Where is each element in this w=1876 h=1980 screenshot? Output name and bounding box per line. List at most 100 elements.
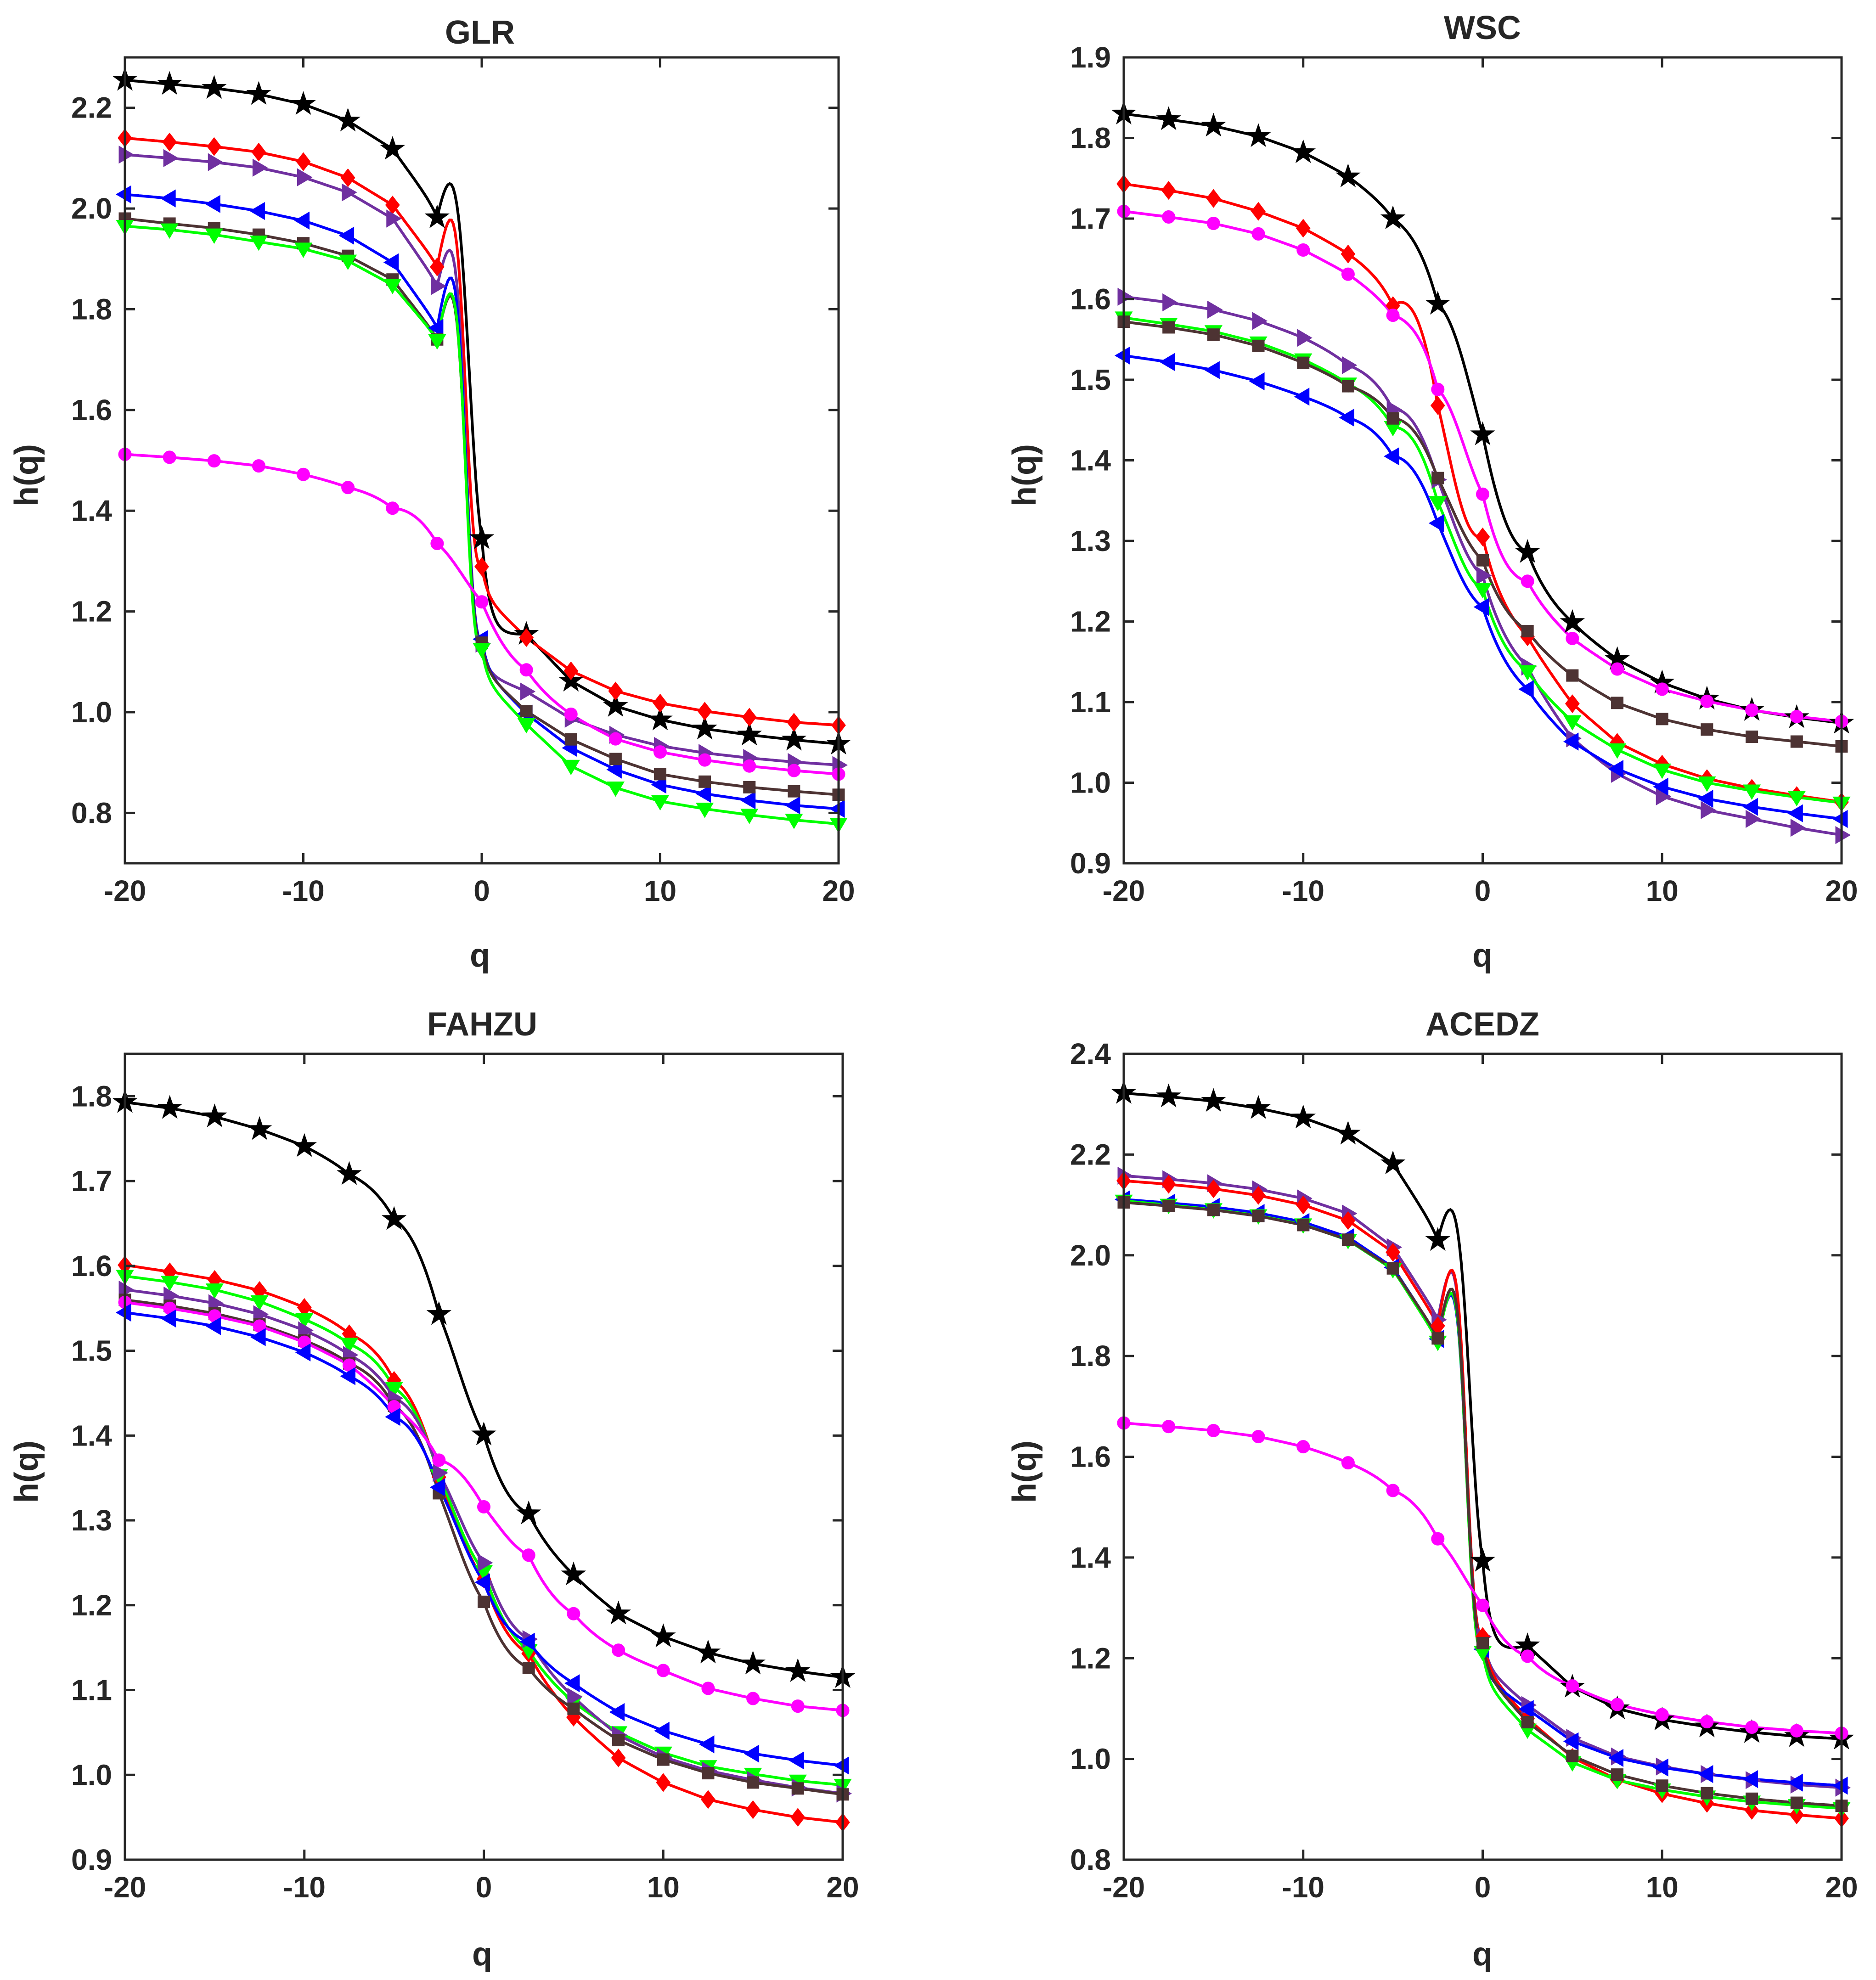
data-point	[519, 1632, 535, 1651]
data-point	[1162, 210, 1176, 224]
data-point	[1206, 189, 1221, 208]
series-markers	[118, 1255, 850, 1832]
data-point	[1207, 328, 1220, 341]
data-point	[1162, 293, 1178, 312]
data-point	[648, 706, 673, 731]
data-point	[563, 661, 579, 681]
data-point	[791, 1699, 805, 1713]
data-point	[786, 713, 801, 732]
data-point	[428, 319, 444, 337]
series-line	[1124, 210, 1842, 723]
data-point	[1697, 789, 1713, 808]
data-point	[295, 1313, 314, 1329]
data-point	[1608, 1749, 1624, 1767]
data-point	[1341, 380, 1354, 393]
y-tick-label: 2.0	[71, 192, 112, 225]
data-point	[1386, 1262, 1399, 1275]
data-point	[477, 1500, 490, 1513]
data-point	[246, 81, 271, 105]
data-point	[791, 1782, 804, 1795]
data-point	[474, 557, 489, 576]
data-point	[1521, 1716, 1534, 1729]
series-markers	[118, 212, 845, 801]
x-tick-label: 10	[644, 874, 676, 907]
data-point	[1207, 1204, 1220, 1216]
data-point	[522, 1661, 535, 1674]
data-point	[383, 279, 402, 294]
data-point	[292, 1133, 317, 1157]
data-point	[1431, 1532, 1445, 1546]
series-markers	[118, 1280, 852, 1803]
x-tick-label: -20	[104, 1871, 146, 1904]
data-point	[1790, 819, 1806, 837]
x-tick-label: -10	[283, 1871, 326, 1904]
data-point	[520, 682, 536, 701]
series-markers	[1116, 1171, 1849, 1828]
series-group	[125, 1101, 843, 1824]
y-tick-label: 2.0	[1070, 1239, 1111, 1272]
data-point	[651, 776, 666, 794]
series-line	[125, 1275, 843, 1787]
data-point	[1251, 227, 1265, 241]
data-point	[609, 753, 622, 765]
data-point	[1790, 1724, 1803, 1738]
x-axis-label: q	[1472, 1936, 1493, 1973]
plot-area: -20 -10 0 10 20 0.9 1.0 1.1 1.2 1.3 1.4 1.5 1.6 1.7 1.…	[1070, 41, 1858, 907]
data-point	[1611, 1768, 1624, 1781]
data-point	[699, 1735, 715, 1754]
axes-box	[124, 56, 840, 865]
data-point	[1429, 496, 1447, 512]
data-point	[654, 1721, 670, 1740]
y-axis-label: h(q)	[8, 444, 45, 506]
data-point	[1746, 1792, 1758, 1805]
data-point	[1701, 723, 1713, 736]
data-point	[1476, 566, 1492, 585]
y-tick-label: 1.7	[1070, 202, 1111, 235]
data-point	[296, 152, 311, 171]
data-point	[1787, 1773, 1803, 1792]
data-point	[1161, 181, 1176, 200]
data-point	[251, 142, 266, 162]
series-line	[1124, 112, 1842, 725]
data-point	[564, 733, 577, 746]
data-point	[1743, 784, 1761, 800]
data-point	[1745, 703, 1759, 717]
data-point	[781, 726, 807, 751]
y-tick-label: 1.0	[1070, 766, 1111, 799]
data-point	[429, 257, 445, 276]
y-tick-label: 2.2	[1070, 1138, 1111, 1171]
data-point	[701, 1682, 715, 1695]
data-point	[1296, 219, 1311, 238]
data-point	[612, 1734, 625, 1747]
data-point	[249, 202, 265, 220]
data-point	[1653, 777, 1668, 796]
data-point	[202, 1103, 227, 1127]
x-tick-label: -20	[1103, 1871, 1145, 1904]
data-point	[253, 1305, 269, 1323]
y-tick-label: 1.0	[1070, 1743, 1111, 1776]
data-point	[1790, 735, 1803, 748]
series-line	[1124, 1199, 1842, 1810]
data-point	[163, 450, 176, 464]
data-point	[1251, 202, 1266, 221]
data-point	[1698, 776, 1716, 792]
data-point	[1297, 1219, 1310, 1232]
series-markers	[116, 1270, 852, 1794]
data-point	[1296, 1440, 1310, 1454]
data-point	[161, 1276, 179, 1291]
panel-glr: GLR -20 -10 0 10 200.81.01.21.41.61.82.02.2 …	[8, 14, 855, 974]
x-tick-label: -10	[1282, 874, 1325, 907]
data-point	[1790, 710, 1803, 724]
data-point	[1341, 244, 1356, 264]
y-axis-label: h(q)	[1006, 444, 1043, 506]
series-markers	[1115, 1190, 1848, 1795]
x-tick-label: 10	[1646, 1871, 1679, 1904]
y-tick-label: 1.2	[71, 595, 112, 628]
data-point	[608, 681, 623, 701]
series-line	[125, 1288, 843, 1795]
series-line	[125, 225, 839, 826]
data-point	[1697, 1765, 1713, 1783]
panel-title: FAHZU	[427, 1006, 537, 1043]
data-point	[1341, 1211, 1356, 1230]
x-tick-label: 10	[647, 1871, 680, 1904]
